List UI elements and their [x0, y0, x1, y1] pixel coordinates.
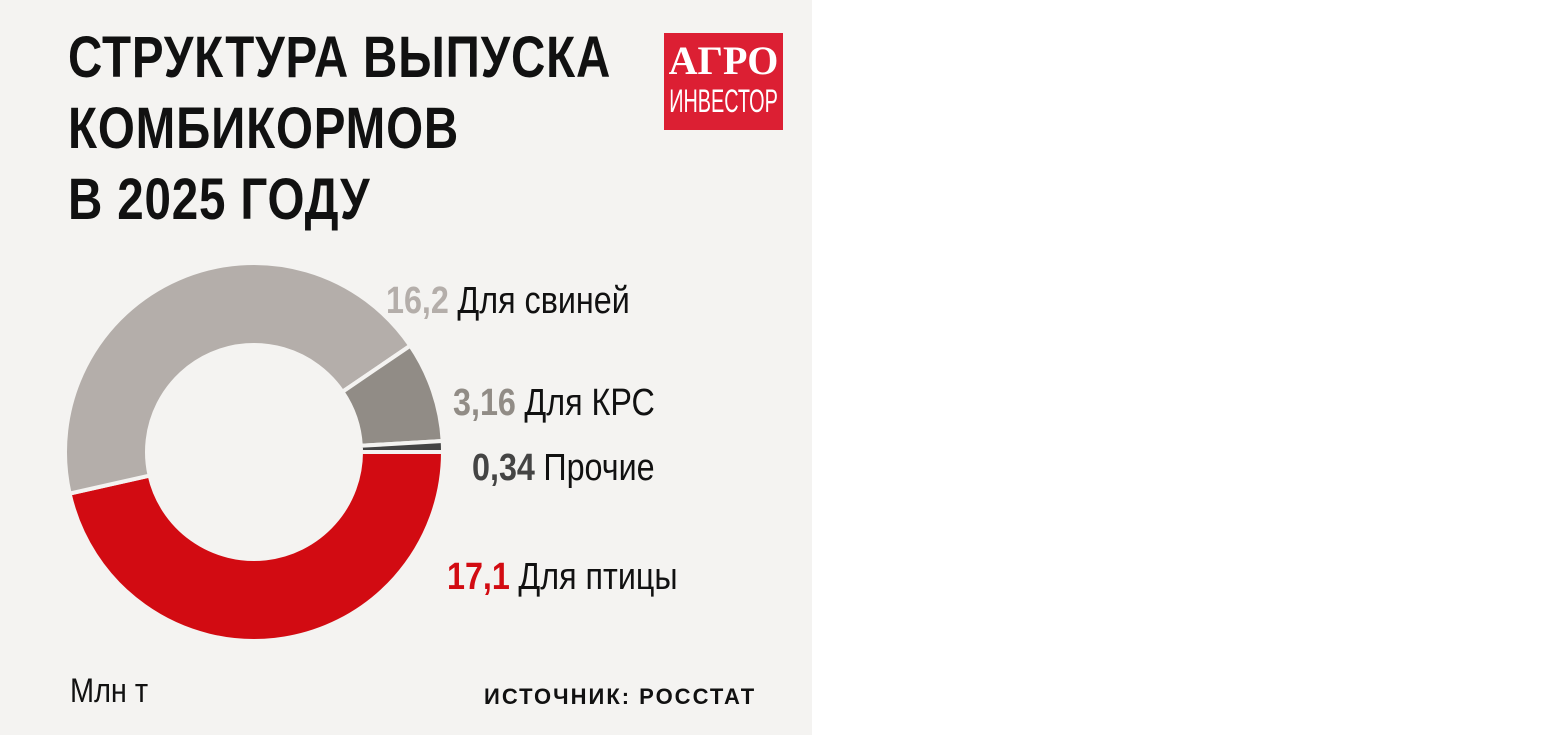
name-pigs: Для свиней [457, 280, 630, 322]
name-other: Прочие [543, 447, 655, 489]
label-poultry: 17,1 Для птицы [447, 556, 678, 599]
donut-chart [63, 261, 446, 643]
slice-other [358, 438, 446, 454]
unit-label: Млн т [70, 672, 149, 710]
value-cattle: 3,16 [453, 382, 516, 424]
logo-line2: ИНВЕСТОР [669, 83, 778, 119]
slice-pigs [63, 261, 414, 496]
name-poultry: Для птицы [518, 556, 678, 598]
source-label: ИСТОЧНИК: РОССТАТ [484, 684, 757, 709]
logo-line1: АГРО [668, 38, 779, 83]
agroinvestor-logo: АГРО ИНВЕСТОР [664, 33, 783, 130]
label-other: 0,34 Прочие [472, 447, 655, 490]
slice-poultry [67, 450, 446, 643]
label-pigs: 16,2 Для свиней [386, 280, 630, 323]
value-poultry: 17,1 [447, 556, 510, 598]
name-cattle: Для КРС [524, 382, 655, 424]
label-cattle: 3,16 Для КРС [453, 382, 655, 425]
value-other: 0,34 [472, 447, 535, 489]
value-pigs: 16,2 [386, 280, 449, 322]
chart-title: СТРУКТУРА ВЫПУСКА КОМБИКОРМОВ В 2025 ГОД… [68, 25, 612, 232]
